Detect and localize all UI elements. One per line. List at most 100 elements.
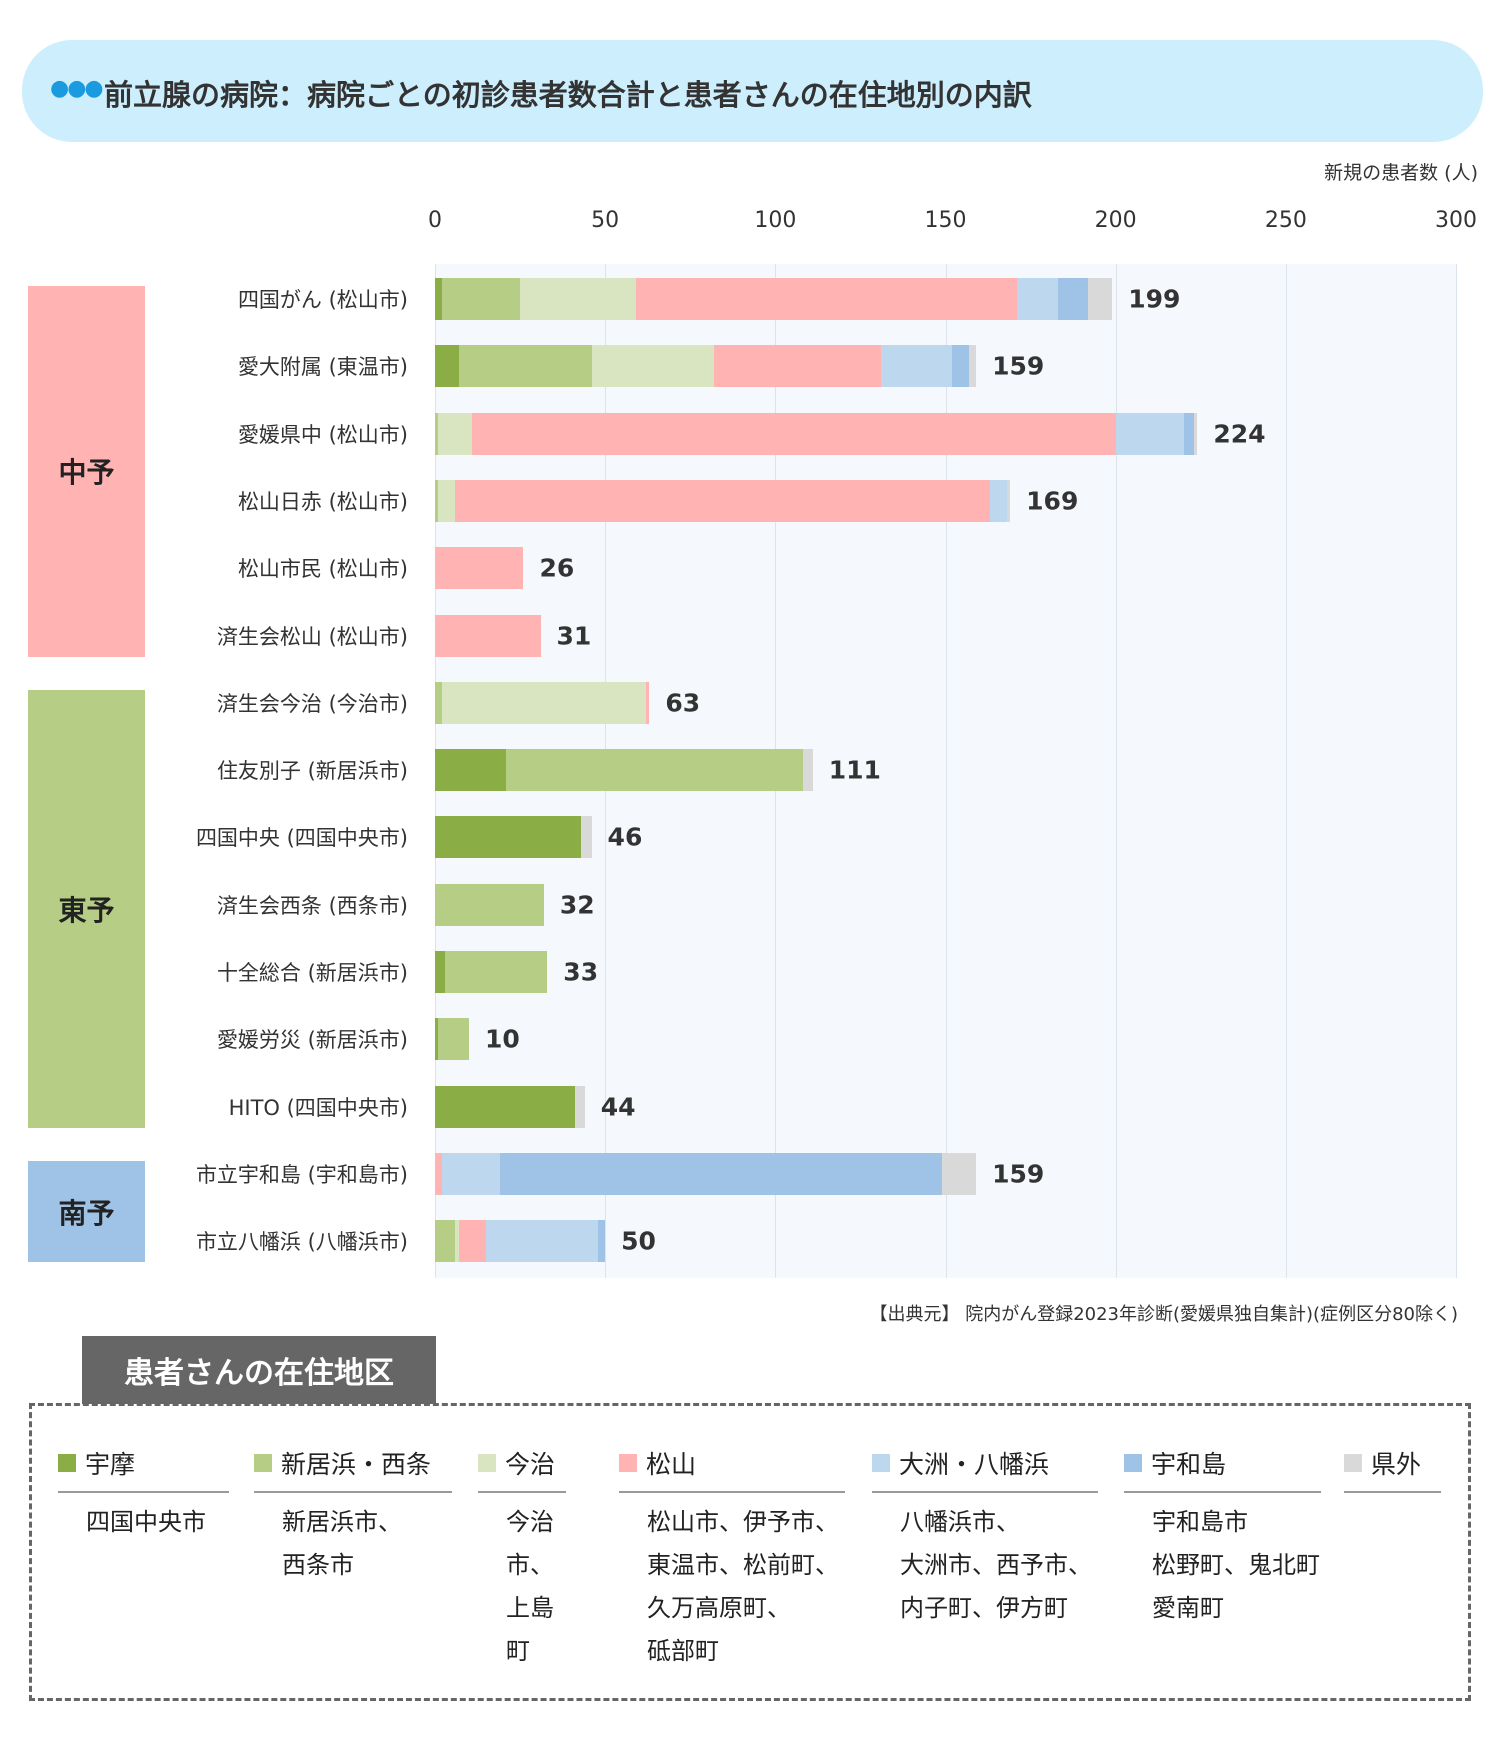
area-name: 愛南町 bbox=[1152, 1594, 1224, 1622]
bar-segment-6 bbox=[574, 1085, 585, 1128]
bar-segment-4 bbox=[1016, 278, 1058, 320]
bar-segment-4 bbox=[486, 1220, 599, 1263]
legend-item: 今治今治市、 上島町 bbox=[478, 1445, 566, 1673]
legend-header: 大洲・八幡浜 bbox=[872, 1445, 1098, 1493]
bar-segment-6 bbox=[942, 1152, 977, 1195]
legend-header: 今治 bbox=[478, 1445, 566, 1493]
x-tick-label: 50 bbox=[591, 208, 620, 233]
hospital-label: 四国がん (松山市) bbox=[237, 288, 408, 312]
area-name: 大洲市、西予市、 bbox=[900, 1551, 1092, 1579]
legend-item: 宇和島宇和島市 松野町、鬼北町 愛南町 bbox=[1124, 1445, 1321, 1630]
area-name: 西条市 bbox=[282, 1551, 354, 1579]
total-label: 31 bbox=[556, 621, 592, 650]
x-tick-label: 250 bbox=[1264, 208, 1307, 233]
region-label: 南予 bbox=[28, 1160, 145, 1263]
bar-segment-1 bbox=[435, 479, 439, 522]
area-name: 新居浜市、 bbox=[282, 1508, 402, 1536]
legend-header: 松山 bbox=[619, 1445, 845, 1493]
bar-segment-0 bbox=[435, 1085, 575, 1128]
bar-segment-0 bbox=[435, 1018, 439, 1061]
legend-swatch bbox=[1124, 1454, 1142, 1472]
bar-segment-5 bbox=[1183, 412, 1194, 455]
legend-header: 宇摩 bbox=[58, 1445, 229, 1493]
title-banner: ●●● 前立腺の病院：病院ごとの初診患者数合計と患者さんの在住地別の内訳 bbox=[22, 40, 1483, 142]
bar-segment-1 bbox=[435, 412, 439, 455]
legend-header: 宇和島 bbox=[1124, 1445, 1321, 1493]
legend-label: 今治 bbox=[505, 1450, 556, 1479]
bar-segment-2 bbox=[520, 278, 636, 320]
bar-segment-1 bbox=[506, 749, 803, 792]
bar-segment-2 bbox=[438, 412, 473, 455]
legend-title: 患者さんの在住地区 bbox=[82, 1336, 436, 1404]
legend-item: 県外 bbox=[1344, 1445, 1441, 1501]
bar-segment-6 bbox=[1193, 412, 1198, 455]
bar-segment-2 bbox=[455, 1220, 459, 1263]
legend-item: 松山 松山市、伊予市、 東温市、松前町、 久万高原町、 砥部町 bbox=[619, 1445, 845, 1673]
area-name: 内子町、伊方町 bbox=[900, 1594, 1068, 1622]
bar-segment-3 bbox=[455, 479, 990, 522]
hospital-label: 十全総合 (新居浜市) bbox=[216, 961, 408, 985]
bar-segment-6 bbox=[581, 816, 592, 859]
bar-segment-3 bbox=[472, 412, 1116, 455]
legend-label: 大洲・八幡浜 bbox=[899, 1450, 1050, 1479]
bar-segment-4 bbox=[989, 479, 1007, 522]
legend-areas: 宇和島市 松野町、鬼北町 愛南町 bbox=[1124, 1493, 1321, 1630]
bar-segment-2 bbox=[441, 681, 646, 724]
legend-label: 宇摩 bbox=[85, 1450, 136, 1479]
gridline bbox=[945, 264, 947, 1278]
total-label: 63 bbox=[665, 688, 701, 718]
gridline bbox=[1285, 264, 1287, 1278]
x-tick-label: 0 bbox=[428, 208, 442, 233]
bar-segment-3 bbox=[458, 1220, 487, 1263]
bar-segment-1 bbox=[435, 681, 442, 724]
legend-swatch bbox=[254, 1454, 272, 1472]
hospital-label: 市立宇和島 (宇和島市) bbox=[195, 1162, 408, 1187]
total-label: 159 bbox=[992, 351, 1045, 381]
x-tick-label: 100 bbox=[754, 208, 797, 233]
area-name: 砥部町 bbox=[647, 1637, 719, 1665]
bar-segment-1 bbox=[435, 883, 544, 926]
total-label: 224 bbox=[1213, 419, 1266, 449]
bar-segment-5 bbox=[499, 1152, 943, 1195]
hospital-label: 愛媛県中 (松山市) bbox=[237, 422, 408, 447]
legend-areas: 今治市、 上島町 bbox=[478, 1493, 566, 1673]
x-tick-label: 150 bbox=[924, 208, 967, 233]
source-note: 【出典元】 院内がん登録2023年診断(愛媛県独自集計)(症例区分80除く) bbox=[869, 1304, 1458, 1325]
total-label: 199 bbox=[1128, 284, 1181, 314]
bar-segment-0 bbox=[435, 278, 442, 320]
total-label: 26 bbox=[539, 553, 575, 583]
bar-segment-1 bbox=[458, 345, 592, 388]
total-label: 111 bbox=[828, 755, 881, 785]
hospital-label: 愛媛労災 (新居浜市) bbox=[216, 1028, 408, 1053]
bar-segment-1 bbox=[441, 278, 521, 320]
legend-swatch bbox=[58, 1454, 76, 1472]
hospital-label: 済生会西条 (西条市) bbox=[216, 893, 408, 918]
bar-segment-6 bbox=[1088, 278, 1113, 320]
hospital-label: 済生会松山 (松山市) bbox=[216, 624, 408, 649]
bar-segment-3 bbox=[435, 1152, 442, 1195]
bar-segment-0 bbox=[435, 345, 459, 388]
gridline bbox=[1456, 264, 1457, 1278]
dots-icon: ●●● bbox=[50, 76, 104, 101]
area-name: 宇和島市 bbox=[1152, 1508, 1248, 1536]
legend-label: 宇和島 bbox=[1151, 1450, 1227, 1479]
area-name: 東温市、松前町、 bbox=[647, 1551, 839, 1579]
legend-item: 新居浜・西条 新居浜市、西条市 bbox=[254, 1445, 452, 1587]
x-tick-label: 300 bbox=[1435, 208, 1477, 233]
total-label: 10 bbox=[485, 1024, 520, 1054]
region-label: 東予 bbox=[28, 689, 145, 1128]
legend-label: 新居浜・西条 bbox=[281, 1450, 432, 1479]
bar-segment-6 bbox=[1006, 479, 1011, 522]
total-label: 32 bbox=[559, 890, 595, 920]
bar-segment-1 bbox=[445, 951, 548, 993]
bar-segment-5 bbox=[598, 1220, 606, 1263]
legend-areas bbox=[1344, 1493, 1441, 1501]
legend-areas: 新居浜市、 西条市 bbox=[254, 1493, 452, 1587]
legend-box bbox=[29, 1403, 1471, 1701]
bar-segment-6 bbox=[969, 345, 977, 388]
area-name: 久万高原町、 bbox=[647, 1594, 791, 1622]
total-label: 169 bbox=[1026, 486, 1079, 516]
hospital-label: HITO (四国中央市) bbox=[228, 1095, 408, 1120]
bar-segment-0 bbox=[435, 816, 582, 859]
